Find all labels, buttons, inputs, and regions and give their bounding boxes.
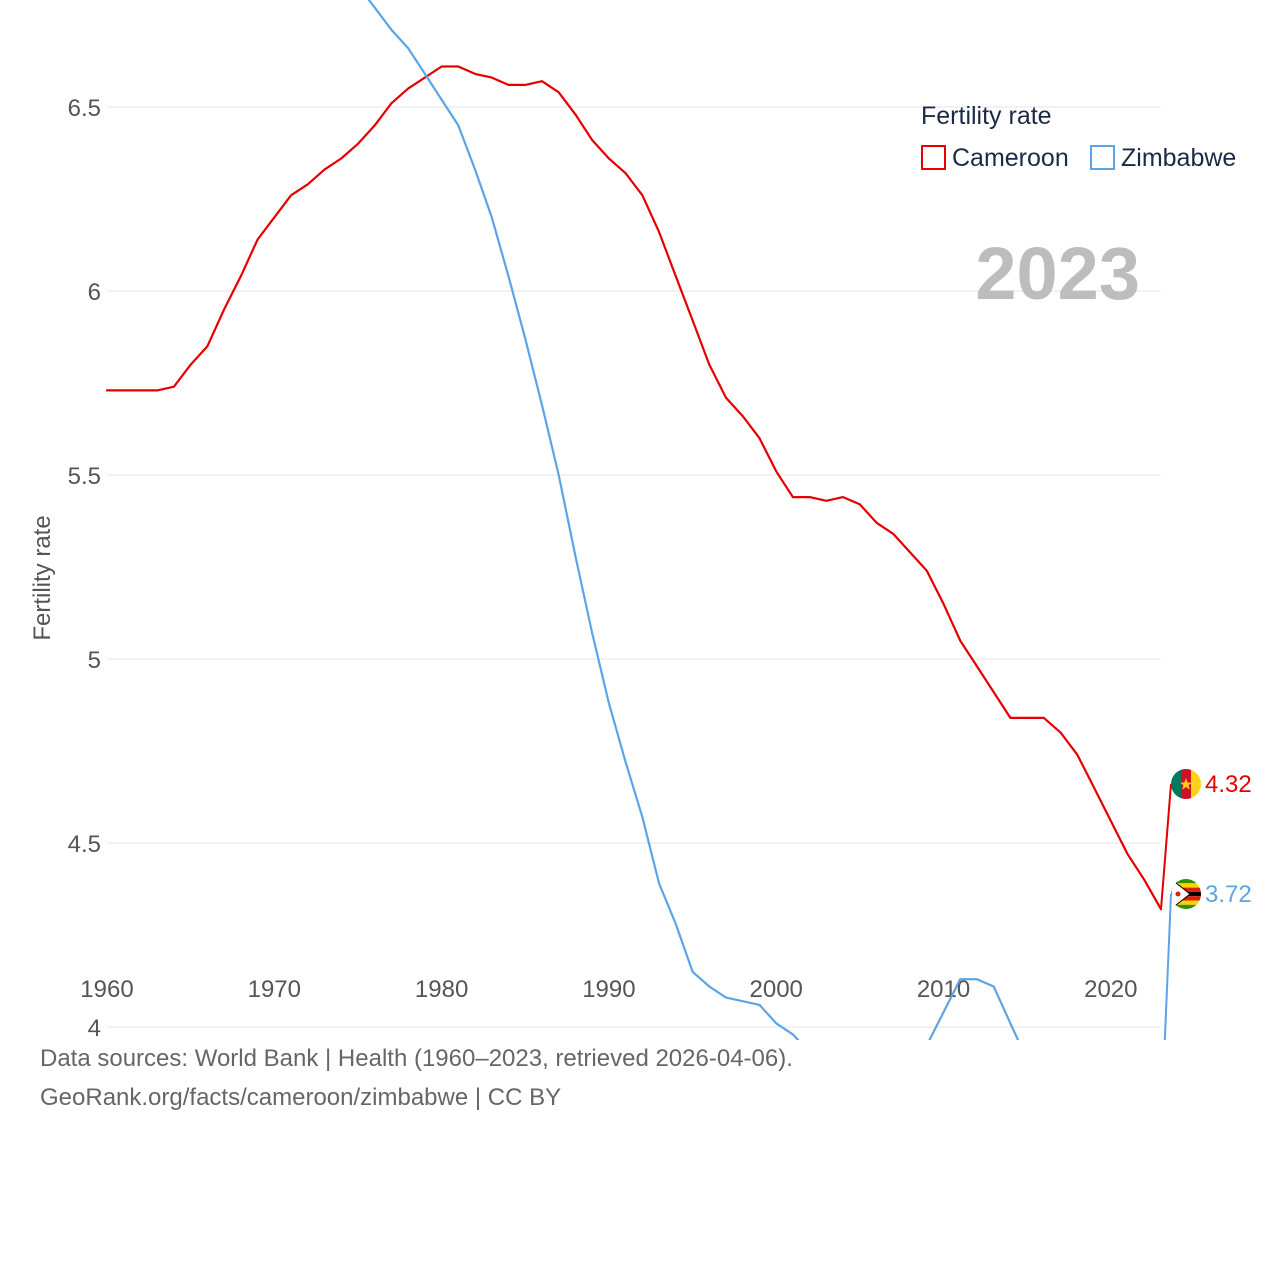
x-tick-label: 1980 xyxy=(415,976,468,1003)
zimbabwe-flag-icon xyxy=(1171,879,1201,909)
x-axis-ticks: 1960 1970 1980 1990 2000 2010 2020 xyxy=(80,976,1137,1003)
y-tick-label: 6 xyxy=(88,279,101,306)
y-tick-label: 5.5 xyxy=(68,463,101,490)
attribution-line: GeoRank.org/facts/cameroon/zimbabwe | CC… xyxy=(40,1084,562,1111)
series-line-cameroon xyxy=(105,65,1163,911)
legend: Fertility rate Cameroon Zimbabwe xyxy=(921,102,1236,172)
end-value-label-zimbabwe: 3.72 xyxy=(1205,881,1252,908)
x-tick-label: 2020 xyxy=(1084,976,1137,1003)
end-labels: 4.32 3.72 xyxy=(1205,771,1252,908)
end-value-label-cameroon: 4.32 xyxy=(1205,771,1252,798)
y-tick-label: 5 xyxy=(88,647,101,674)
legend-swatch-zimbabwe xyxy=(1090,145,1115,170)
source-line: Data sources: World Bank | Health (1960–… xyxy=(40,1045,793,1072)
year-label: 2023 xyxy=(975,232,1140,315)
y-tick-label: 4.5 xyxy=(68,831,101,858)
series-lines xyxy=(105,0,1172,1040)
y-tick-label: 6.5 xyxy=(68,95,101,122)
y-tick-label: 4 xyxy=(88,1015,101,1040)
cameroon-flag-icon xyxy=(1171,769,1201,799)
y-axis-title: Fertility rate xyxy=(29,515,56,640)
legend-label-cameroon: Cameroon xyxy=(952,144,1069,172)
fertility-rate-chart: 3.544.555.566.57 19601970198019902000201… xyxy=(29,0,1252,1040)
y-axis-ticks: 3.544.555.566.57 xyxy=(68,95,101,1040)
legend-label-zimbabwe: Zimbabwe xyxy=(1121,144,1236,172)
x-tick-label: 1960 xyxy=(80,976,133,1003)
gridlines xyxy=(107,106,1161,1028)
x-tick-label: 2010 xyxy=(917,976,970,1003)
end-connector-cameroon xyxy=(1160,783,1172,910)
x-tick-label: 1970 xyxy=(248,976,301,1003)
legend-title: Fertility rate xyxy=(921,102,1052,130)
legend-swatch-cameroon xyxy=(921,145,946,170)
x-tick-label: 1990 xyxy=(582,976,635,1003)
end-connector-zimbabwe xyxy=(1163,893,1172,1040)
series-line-zimbabwe xyxy=(367,0,1020,1040)
x-tick-label: 2000 xyxy=(750,976,803,1003)
